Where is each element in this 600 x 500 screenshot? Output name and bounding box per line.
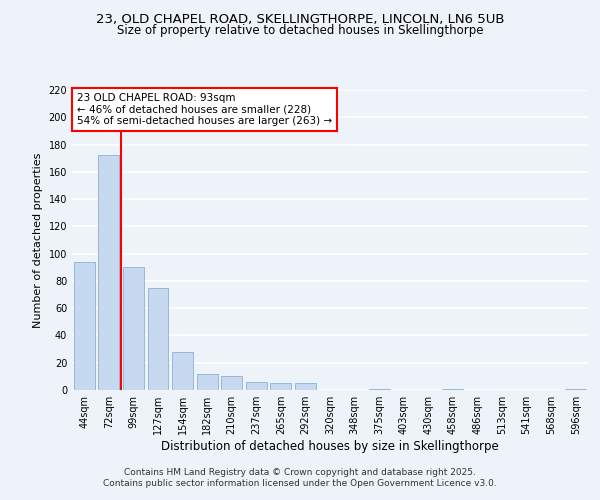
- Bar: [271, 383, 292, 390]
- Text: Contains HM Land Registry data © Crown copyright and database right 2025.
Contai: Contains HM Land Registry data © Crown c…: [103, 468, 497, 487]
- Bar: [221, 376, 242, 390]
- Bar: [148, 288, 169, 390]
- Text: Size of property relative to detached houses in Skellingthorpe: Size of property relative to detached ho…: [117, 24, 483, 37]
- Bar: [197, 374, 218, 390]
- Bar: [172, 352, 193, 390]
- Text: 23 OLD CHAPEL ROAD: 93sqm
← 46% of detached houses are smaller (228)
54% of semi: 23 OLD CHAPEL ROAD: 93sqm ← 46% of detac…: [77, 93, 332, 126]
- Bar: [123, 268, 144, 390]
- Bar: [98, 156, 119, 390]
- X-axis label: Distribution of detached houses by size in Skellingthorpe: Distribution of detached houses by size …: [161, 440, 499, 453]
- Bar: [442, 388, 463, 390]
- Bar: [74, 262, 95, 390]
- Text: 23, OLD CHAPEL ROAD, SKELLINGTHORPE, LINCOLN, LN6 5UB: 23, OLD CHAPEL ROAD, SKELLINGTHORPE, LIN…: [96, 12, 504, 26]
- Bar: [565, 388, 586, 390]
- Y-axis label: Number of detached properties: Number of detached properties: [33, 152, 43, 328]
- Bar: [295, 383, 316, 390]
- Bar: [246, 382, 267, 390]
- Bar: [368, 388, 389, 390]
